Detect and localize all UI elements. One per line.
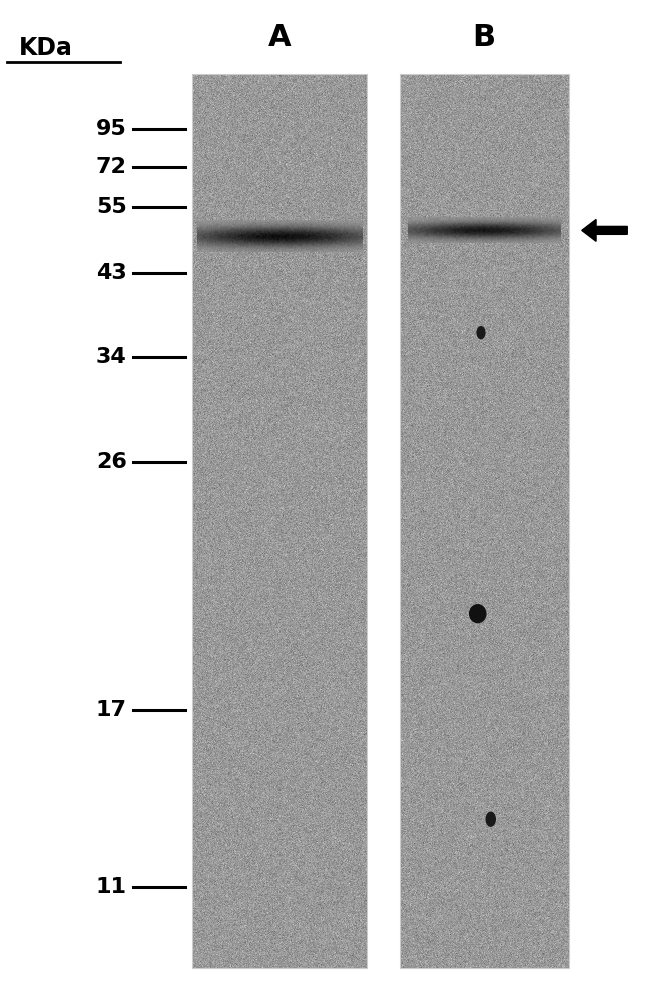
Ellipse shape — [469, 605, 486, 623]
Text: 43: 43 — [96, 263, 127, 283]
Text: B: B — [473, 23, 496, 53]
Text: KDa: KDa — [19, 36, 72, 60]
Text: 95: 95 — [96, 119, 127, 139]
Circle shape — [477, 327, 485, 339]
Bar — [400, 74, 569, 968]
Text: 17: 17 — [96, 700, 127, 720]
Text: 34: 34 — [96, 348, 127, 367]
Bar — [192, 74, 367, 968]
Text: 11: 11 — [96, 877, 127, 897]
Text: 26: 26 — [96, 452, 127, 472]
Text: 72: 72 — [96, 157, 127, 177]
Text: A: A — [268, 23, 291, 53]
Text: 55: 55 — [96, 197, 127, 216]
Circle shape — [486, 812, 495, 826]
FancyArrow shape — [582, 219, 627, 241]
